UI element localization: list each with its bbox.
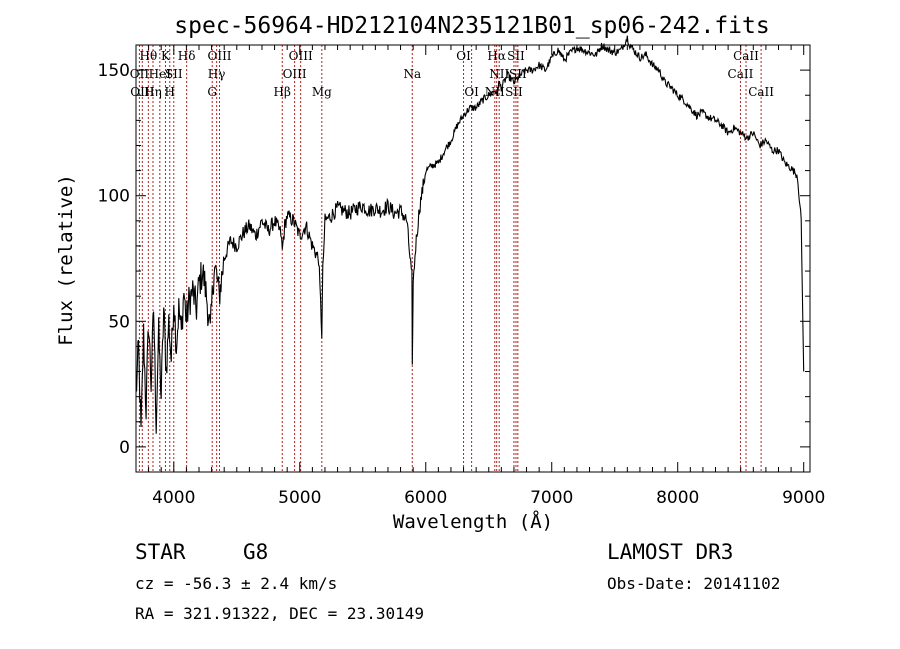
spectral-line-label: CaII [748, 85, 774, 99]
y-tick-label: 100 [98, 187, 130, 207]
x-axis: 4000 5000 6000 7000 8000 9000 [135, 45, 825, 508]
x-tick-label: 5000 [278, 488, 321, 508]
spectral-line-label: Hδ [178, 49, 196, 63]
subclass: G8 [243, 540, 268, 564]
spectral-line-label: Hγ [208, 67, 226, 81]
spectral-line-label: CaII [728, 67, 754, 81]
spectral-line-label: Mg [312, 85, 332, 99]
spectral-line-label: SII [165, 67, 183, 81]
spectral-line-label: G [207, 85, 217, 99]
spectral-line-label: OIII [289, 49, 313, 63]
x-axis-label: Wavelength (Å) [393, 510, 553, 533]
y-axis-label: Flux (relative) [55, 174, 77, 346]
spectral-line-label: K [161, 49, 171, 63]
spectral-line-label: OI [456, 49, 471, 63]
spectral-line-label: SII [507, 49, 525, 63]
spectrum-line [135, 35, 805, 434]
object-class: STAR [135, 540, 186, 564]
spectral-line-label: Hθ [139, 49, 157, 63]
spectral-line-label: Hα [487, 49, 506, 63]
spectral-line-label: Hβ [274, 85, 291, 99]
spectral-line-label: OIII [283, 67, 307, 81]
y-tick-label: 150 [98, 61, 130, 81]
spectral-line-label: OIII [207, 49, 231, 63]
x-tick-label: 4000 [152, 488, 195, 508]
plot-frame [135, 44, 811, 473]
survey-name: LAMOST DR3 [607, 540, 733, 564]
spectral-line-label: SII [505, 85, 523, 99]
spectral-line-label: OI [464, 85, 479, 99]
spectral-line-label: HeI [149, 67, 172, 81]
spectral-line-markers [138, 45, 762, 472]
spectral-line-label: CaII [733, 49, 759, 63]
spectral-line-label: Na [403, 67, 421, 81]
x-tick-label: 8000 [656, 488, 699, 508]
x-tick-label: 7000 [530, 488, 573, 508]
y-axis: 0 50 100 150 [98, 44, 810, 473]
chart-title: spec-56964-HD212104N235121B01_sp06-242.f… [174, 13, 769, 39]
spectral-line-label: Hη [144, 85, 162, 99]
x-tick-label: 6000 [404, 488, 447, 508]
x-tick-label: 9000 [782, 488, 825, 508]
coordinates: RA = 321.91322, DEC = 23.30149 [135, 604, 424, 623]
y-tick-label: 50 [108, 312, 130, 332]
observation-date: Obs-Date: 20141102 [607, 574, 780, 593]
spectral-line-label: OII [130, 67, 150, 81]
spectral-line-label: NII [489, 67, 509, 81]
spectral-line-label: H [165, 85, 175, 99]
y-tick-label: 0 [119, 438, 130, 458]
redshift-cz: cz = -56.3 ± 2.4 km/s [135, 574, 337, 593]
